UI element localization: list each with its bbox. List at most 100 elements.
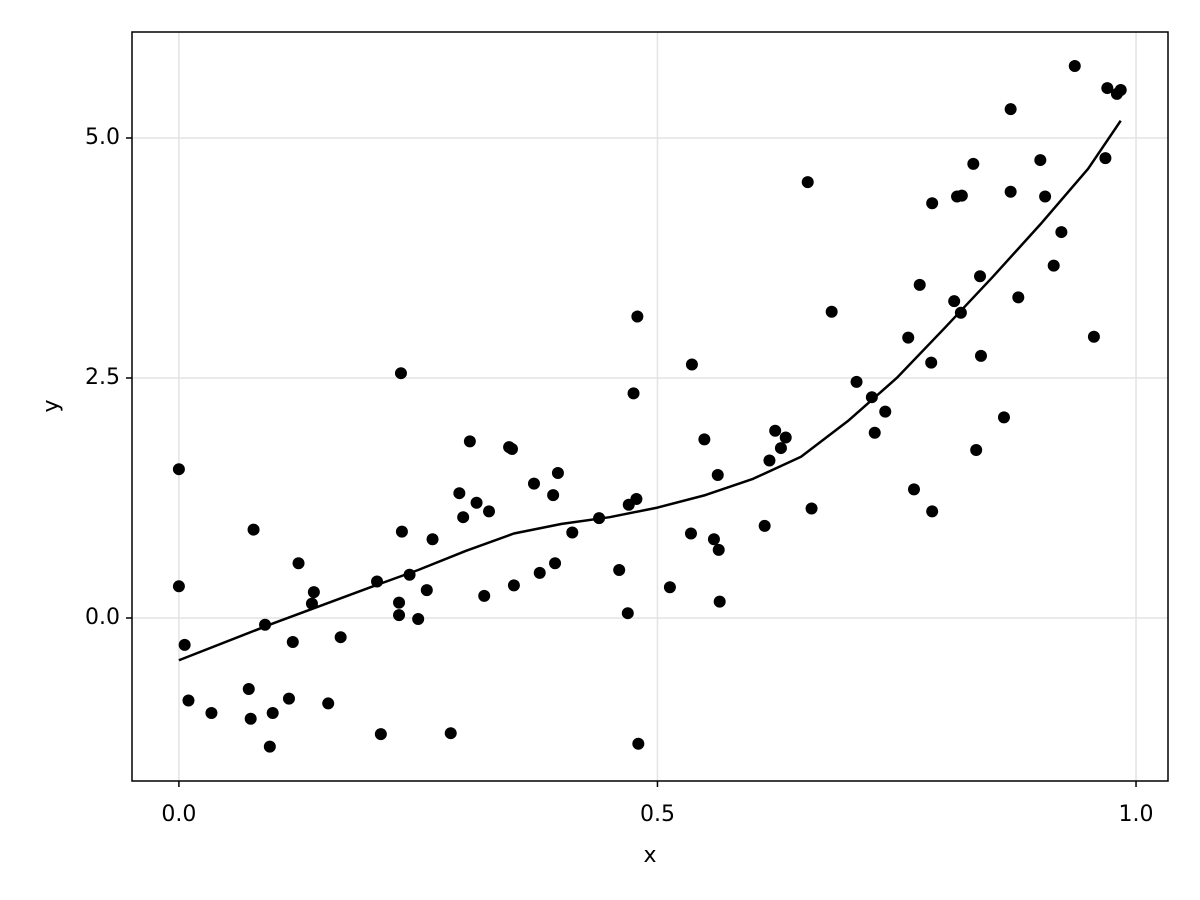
data-point [426,533,439,546]
data-point [395,525,408,538]
data-point [825,305,838,318]
data-point [292,557,305,570]
data-point [549,557,562,570]
data-point [902,331,915,344]
data-point [420,584,433,597]
data-point [779,431,792,444]
data-point [282,692,295,705]
data-point [242,683,255,696]
data-point [913,278,926,291]
data-point [478,589,491,602]
data-point [172,580,185,593]
data-point [926,505,939,518]
data-point [627,387,640,400]
data-point [533,566,546,579]
data-point [412,612,425,625]
data-point [1087,330,1100,343]
data-point [774,442,787,455]
data-point [322,697,335,710]
data-point [955,189,968,202]
x-tick-label: 0.0 [161,802,196,827]
data-point [925,356,938,369]
data-point [707,533,720,546]
y-tick-label: 0.0 [85,605,120,630]
data-point [1039,190,1052,203]
data-point [685,358,698,371]
data-point [712,543,725,556]
data-point [1101,82,1114,95]
data-point [1114,83,1127,96]
data-point [247,523,260,536]
data-point [763,454,776,467]
data-point [1004,103,1017,116]
y-tick-label: 2.5 [85,365,120,390]
data-point [997,411,1010,424]
data-point [393,596,406,609]
data-point [1099,152,1112,165]
data-point [801,176,814,189]
x-tick-label: 1.0 [1119,802,1154,827]
data-point [613,563,626,576]
data-point [453,487,466,500]
data-point [926,197,939,210]
data-point [713,595,726,608]
data-point [769,424,782,437]
data-point [974,270,987,283]
data-point [266,707,279,720]
data-point [850,375,863,388]
data-point [1068,59,1081,72]
data-point [632,737,645,750]
plot-frame [131,31,1169,782]
data-point [948,295,961,308]
data-point [244,712,257,725]
data-point [684,527,697,540]
fit-line [178,120,1122,662]
data-point [394,367,407,380]
data-point [1004,185,1017,198]
data-point [967,157,980,170]
data-point [527,477,540,490]
data-point [551,467,564,480]
data-point [393,609,406,622]
data-point [711,468,724,481]
x-axis-label: x [643,843,656,868]
data-point [631,310,644,323]
data-point [865,391,878,404]
data-point [307,586,320,599]
data-point [286,635,299,648]
data-point [470,496,483,509]
data-point [457,511,470,524]
data-point [182,694,195,707]
data-point [621,607,634,620]
data-point [374,728,387,741]
data-point [547,489,560,502]
data-point [172,463,185,476]
data-point [505,443,518,456]
x-tick-label: 0.5 [640,802,675,827]
data-point [483,505,496,518]
data-point [970,443,983,456]
data-point [1055,226,1068,239]
data-point [868,426,881,439]
data-point [263,740,276,753]
data-point [698,433,711,446]
y-axis-label: y [39,399,64,412]
data-point [205,707,218,720]
data-point [907,483,920,496]
data-point [663,581,676,594]
data-point [805,502,818,515]
data-point [1034,154,1047,167]
data-point [1047,259,1060,272]
data-point [974,349,987,362]
data-point [879,405,892,418]
y-tick-label: 5.0 [85,125,120,150]
data-point [507,579,520,592]
data-point [444,727,457,740]
data-point [1012,291,1025,304]
data-point [178,638,191,651]
data-point [334,631,347,644]
data-point [566,526,579,539]
data-point [630,492,643,505]
data-point [463,435,476,448]
